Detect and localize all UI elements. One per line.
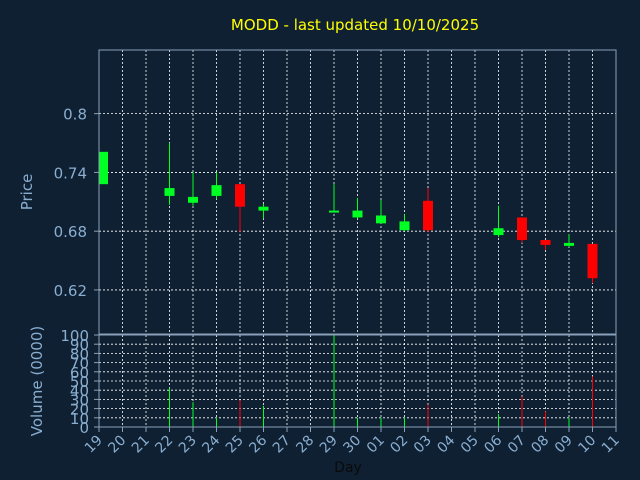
volume-y-tick-label: 100 <box>60 327 89 345</box>
volume-y-tick-label: 10 <box>70 410 89 428</box>
volume-bars <box>169 335 593 427</box>
candle-body <box>587 243 598 279</box>
candle-body <box>423 200 433 231</box>
candle-body <box>211 185 222 196</box>
candle-body <box>164 188 175 196</box>
price-y-tick-label: 0.74 <box>54 164 87 182</box>
candle-body <box>188 196 198 203</box>
candle-body <box>99 151 108 185</box>
x-axis-label: Day <box>334 460 362 476</box>
price-y-tick-label: 0.62 <box>54 282 87 300</box>
volume-y-tick-label: 70 <box>70 355 89 373</box>
price-plot-frame <box>98 49 617 335</box>
candle-body <box>493 228 504 236</box>
chart-title: MODD - last updated 10/10/2025 <box>231 16 479 34</box>
price-y-tick-label: 0.8 <box>63 106 87 124</box>
volume-y-tick-label: 0 <box>79 419 89 437</box>
price-y-ticks: 0.62 0.68 0.74 0.8 <box>54 106 99 300</box>
volume-y-tick-label: 40 <box>70 382 89 400</box>
candle-body <box>564 242 574 246</box>
candle-body <box>376 215 386 224</box>
volume-y-tick-label: 80 <box>70 345 89 363</box>
candle-body <box>258 206 269 211</box>
candle-body <box>540 239 551 245</box>
candle-body <box>517 217 527 240</box>
volume-y-tick-label: 30 <box>70 391 89 409</box>
candle-body <box>352 210 363 218</box>
candle-body <box>235 184 245 207</box>
price-candles <box>98 143 598 284</box>
volume-y-tick-label: 50 <box>70 373 89 391</box>
candle-body <box>329 210 339 213</box>
volume-y-tick-label: 20 <box>70 401 89 419</box>
volume-y-tick-label: 60 <box>70 364 89 382</box>
volume-axis-label: Volume (0000) <box>28 326 46 436</box>
price-y-tick-label: 0.68 <box>54 223 87 241</box>
volume-y-tick-label: 90 <box>70 336 89 354</box>
candle-body <box>399 221 410 231</box>
price-axis-label: Price <box>18 174 36 211</box>
